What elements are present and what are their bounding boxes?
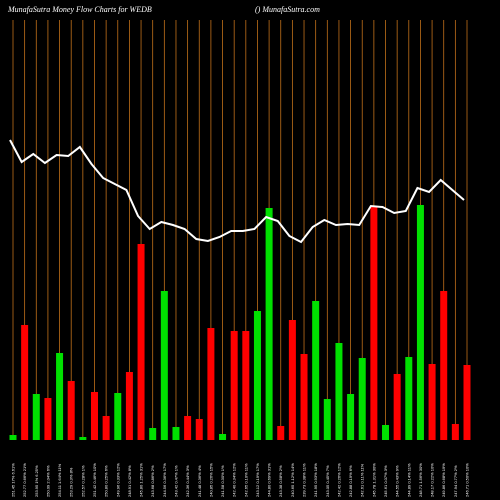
bar [184,416,192,440]
x-tick-label: 250.09 2.04% 6% [45,465,50,497]
x-tick-label: 243.68 0.86% 2% [150,465,155,497]
x-tick-label: 242.42 0.26% 12% [336,463,341,497]
bar [323,399,331,440]
x-tick-label: 239.73 0.38% 11% [302,463,307,497]
bar [370,207,378,440]
x-tick-label: 244.56 0.36% 17% [162,463,167,497]
bar [172,427,180,440]
x-tick-label: 245.80 1.25% 31% [139,463,144,497]
bar [90,392,98,440]
x-tick-label: 242.40 0.34% 12% [232,463,237,497]
bar [347,394,355,440]
bar [207,328,215,440]
bar [160,291,168,440]
x-tick-label: 242.36 0.44% 3% [185,465,190,497]
x-tick-label: 253.95 1% 6.25% [34,465,39,497]
x-tick-label: 254.11 1.64% 11% [57,463,62,497]
x-tick-label: 245.61 0.07% 3% [383,465,388,497]
x-tick-label: 248.71 1.56% 30% [418,463,423,497]
x-tick-label: 251.42 0.46% 10% [92,463,97,497]
bar [393,374,401,440]
x-tick-label: 241.58 0.30% 1% [220,465,225,497]
money-flow-line [9,139,465,244]
bar [79,437,87,440]
bar [102,416,110,440]
x-tick-label: 240.85 0.26% 15% [208,463,213,497]
x-tick-label: 250.80 0.25% 6% [104,465,109,497]
x-tick-label: 244.80 0.69% 31% [267,463,272,497]
bar [125,372,133,440]
x-tick-label: 244.89 0.14% 11% [406,463,411,497]
x-tick-label: 243.38 0.58% 2% [278,465,283,497]
x-tick-label: 242.88 0.19% 6% [348,465,353,497]
chart-title: MunafaSutra Money Flow Charts for WEDB [7,5,152,14]
x-tick-label: 249.86 0.68% 19% [441,463,446,497]
x-tick-label: 248.17 0.22% 10% [430,463,435,497]
x-tick-label: 253.29 0.3% 8% [69,467,74,497]
x-tick-label: 241.95 0.93% 18% [313,463,318,497]
x-tick-label: 243.12 0.19% 17% [255,463,260,497]
bar [300,354,308,440]
bar [32,394,40,440]
bar [265,208,273,440]
bar [416,205,424,440]
x-tick-label: 243.05 0.45% 7% [325,465,330,497]
bar [451,424,459,440]
bar [242,331,250,440]
bar [440,291,448,440]
chart-subtitle: () MunafaSutra.com [255,5,320,14]
bar [358,358,366,440]
bar [312,301,320,440]
bar [335,343,343,440]
x-tick-label: 242.65 0.10% 11% [243,463,248,497]
bar [195,419,203,440]
bar [9,435,17,440]
x-tick-label: 251.45 17% 6.61% [11,463,16,497]
bar [277,426,285,440]
x-tick-label: 245.78 1.31% 30% [371,463,376,497]
x-tick-label: 252.57 0.28% 1% [80,465,85,497]
bar [67,381,75,440]
bar [382,425,390,440]
x-tick-label: 243.42 0.47% 1% [173,465,178,497]
x-tick-label: 242.61 0.11% 11% [360,463,365,497]
bar [21,325,29,440]
x-tick-label: 246.71 0.50% 10% [465,463,470,497]
x-tick-label: 240.65 1.12% 14% [290,463,295,497]
bar [288,320,296,440]
x-tick-label: 249.96 0.33% 12% [115,463,120,497]
x-tick-label: 248.91 0.42% 8% [127,465,132,497]
bar [230,331,238,440]
bar [44,398,52,440]
x-tick-label: 241.48 0.36% 4% [197,465,202,497]
x-tick-label: 244.55 0.43% 9% [395,465,400,497]
bar [149,428,157,440]
bar [56,353,64,440]
bar [114,393,122,440]
bar [219,434,227,440]
bar [137,244,145,440]
bar [405,357,413,440]
bar [428,364,436,440]
x-tick-label: 247.94 0.77% 2% [453,465,458,497]
bar [463,365,471,440]
x-tick-label: 252.77 0.66% 21% [22,463,27,497]
bar [253,311,261,440]
